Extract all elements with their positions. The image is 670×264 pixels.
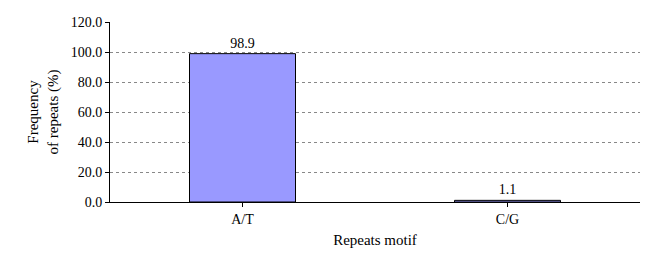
svg-text:100.0: 100.0 (71, 45, 103, 60)
svg-text:0.0: 0.0 (85, 195, 103, 210)
svg-text:A/T: A/T (231, 212, 254, 227)
svg-text:98.9: 98.9 (230, 36, 255, 51)
svg-text:20.0: 20.0 (78, 165, 103, 180)
svg-text:Repeats motif: Repeats motif (333, 232, 417, 248)
svg-text:Frequencyof repeats (%): Frequencyof repeats (%) (25, 70, 62, 155)
svg-text:C/G: C/G (496, 212, 519, 227)
svg-text:60.0: 60.0 (78, 105, 103, 120)
svg-text:1.1: 1.1 (499, 182, 517, 197)
svg-text:40.0: 40.0 (78, 135, 103, 150)
svg-text:80.0: 80.0 (78, 75, 103, 90)
svg-text:120.0: 120.0 (71, 15, 103, 30)
